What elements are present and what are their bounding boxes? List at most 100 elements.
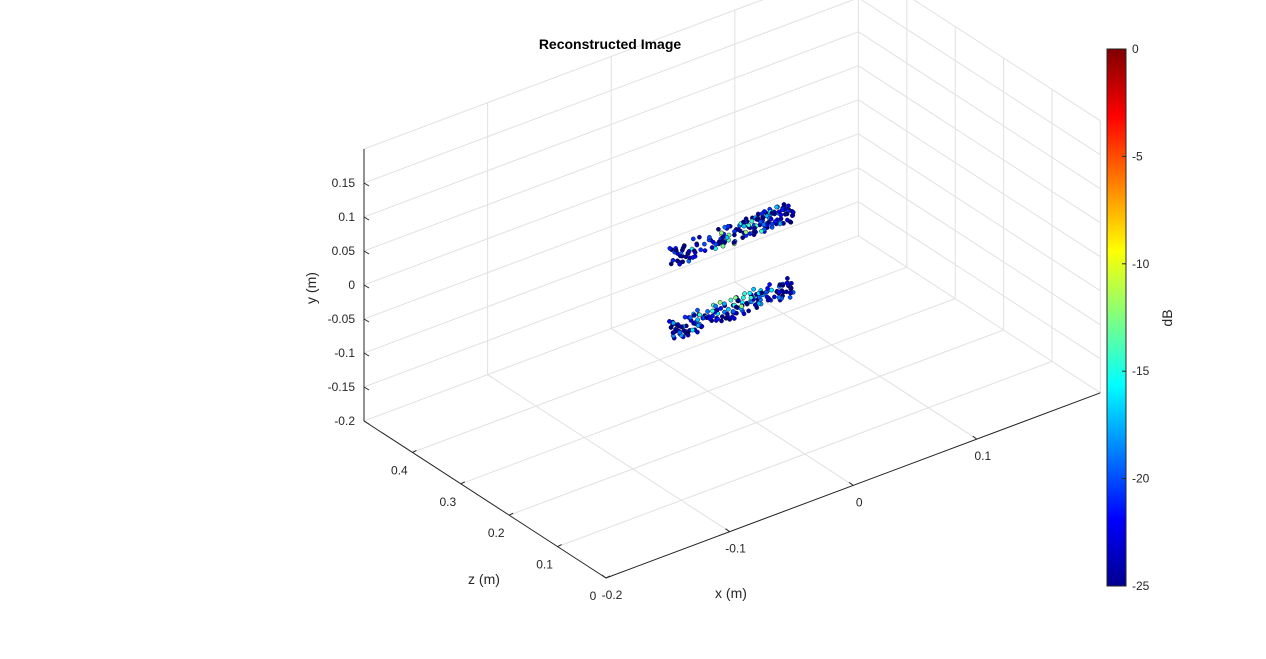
y-tick-mark — [363, 420, 370, 425]
box-edge — [913, 0, 1101, 122]
data-point — [667, 246, 673, 251]
data-point — [759, 211, 765, 217]
data-point — [785, 276, 790, 281]
data-point — [716, 226, 721, 232]
data-point — [668, 325, 674, 330]
data-point — [688, 315, 693, 320]
gridline-z-floor — [557, 360, 1053, 548]
data-point — [751, 286, 756, 292]
z-tick-mark — [508, 512, 514, 516]
data-point — [788, 290, 794, 296]
y-axis-label: y (m) — [303, 272, 319, 304]
data-point — [759, 290, 765, 296]
data-point — [720, 243, 726, 249]
colorbar-tick-label: -15 — [1132, 364, 1150, 378]
data-point — [679, 324, 684, 330]
data-point — [787, 295, 793, 300]
gridline-y-backwall — [363, 235, 859, 422]
data-point — [790, 210, 796, 215]
colorbar: 0 -5 -10 -15 -20 -25 dB — [1106, 42, 1175, 593]
data-point — [758, 219, 763, 225]
colorbar-tick-label: -5 — [1132, 149, 1143, 163]
gridline-y-backwall — [363, 99, 859, 286]
data-point — [786, 203, 791, 209]
data-point — [784, 289, 789, 295]
data-point — [692, 254, 698, 259]
data-point — [680, 245, 686, 251]
data-point — [743, 229, 749, 235]
data-point — [741, 219, 746, 225]
x-tick-mark — [972, 435, 978, 440]
data-point — [670, 330, 676, 336]
colorbar-gradient — [1106, 48, 1127, 587]
data-point — [741, 311, 747, 317]
data-point — [724, 311, 730, 317]
data-point — [769, 224, 775, 230]
z-axis-label: z (m) — [468, 571, 500, 587]
data-point — [694, 242, 700, 248]
data-point — [767, 297, 772, 302]
data-point — [740, 235, 746, 240]
y-tick-label: 0 — [348, 278, 355, 292]
gridline-y-sidewall — [858, 235, 1101, 394]
data-point — [713, 303, 718, 309]
data-point — [732, 232, 737, 238]
box-edge — [363, 0, 764, 150]
data-point — [705, 309, 710, 314]
data-point — [731, 240, 737, 245]
data-point — [768, 216, 774, 222]
data-point — [756, 300, 762, 306]
colorbar-ticks: 0 -5 -10 -15 -20 -25 — [1122, 42, 1150, 593]
z-tick-label: 0.3 — [439, 495, 456, 509]
data-point — [673, 248, 679, 253]
y-tick-label: 0.05 — [332, 244, 356, 258]
x-tick-mark — [725, 528, 730, 533]
x-tick-label: 0 — [856, 495, 863, 509]
gridline-x-floor — [734, 281, 978, 440]
z-tick-mark — [412, 449, 417, 453]
y-tick-mark — [363, 250, 370, 255]
gridline-z-floor — [412, 266, 907, 453]
colorbar-tick-label: -20 — [1132, 472, 1150, 486]
data-point — [691, 313, 697, 318]
gridline-z-floor — [509, 329, 1004, 516]
data-point — [784, 280, 790, 286]
data-point — [702, 241, 707, 247]
y-tick-label: 0.15 — [332, 176, 356, 190]
data-point — [740, 295, 746, 301]
data-point — [752, 225, 757, 231]
data-point — [747, 290, 753, 296]
data-point — [748, 295, 754, 301]
data-point — [724, 235, 730, 240]
data-point — [677, 261, 682, 267]
data-point — [742, 291, 747, 296]
data-point — [769, 287, 774, 293]
y-tick-label: -0.1 — [334, 346, 355, 360]
y-tick-mark — [363, 386, 370, 391]
z-tick-label: 0.4 — [391, 463, 408, 477]
data-point — [709, 245, 715, 250]
gridline-y-backwall — [363, 167, 859, 354]
data-point — [717, 299, 723, 305]
y-tick-label: -0.2 — [334, 414, 355, 428]
z-tick-mark — [460, 481, 466, 485]
data-point — [687, 255, 693, 261]
data-point — [720, 234, 726, 240]
gridline-y-sidewall — [858, 167, 1101, 326]
data-point — [710, 308, 715, 314]
colorbar-tick-label: -25 — [1132, 579, 1150, 593]
data-point — [765, 286, 770, 291]
data-point — [787, 219, 793, 225]
y-tick-label: -0.05 — [328, 312, 356, 326]
data-point — [716, 239, 722, 245]
gridline-y-sidewall — [858, 99, 1101, 258]
y-tick-label: -0.15 — [328, 380, 356, 394]
data-point — [695, 317, 700, 323]
data-point — [725, 306, 731, 312]
data-point — [744, 301, 750, 307]
data-point — [690, 236, 696, 242]
gridline-y-sidewall — [858, 31, 1101, 190]
gridline-y-backwall — [363, 133, 859, 320]
data-point — [719, 230, 724, 236]
